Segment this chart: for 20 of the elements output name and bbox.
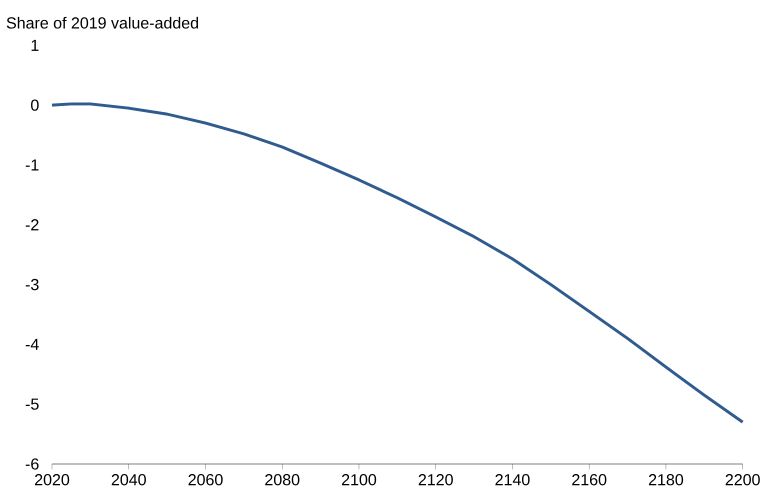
x-tick-label: 2040 — [112, 474, 146, 486]
x-tick-label: 2020 — [35, 474, 70, 486]
y-tick-label: -5 — [26, 398, 39, 410]
y-tick-label: -3 — [26, 278, 39, 290]
y-tick-label: -4 — [26, 338, 39, 350]
line-series — [50, 102, 744, 424]
y-axis-title: Share of 2019 value-added — [6, 16, 198, 29]
y-tick-label: -6 — [26, 458, 39, 470]
x-tick-label: 2200 — [726, 474, 760, 486]
x-tick-label: 2180 — [648, 474, 684, 486]
x-tick-label: 2120 — [418, 474, 453, 486]
y-tick-label: -2 — [26, 219, 38, 230]
x-tick-label: 2160 — [572, 474, 606, 486]
y-tick-label: 0 — [31, 99, 39, 111]
x-tick-label: 2100 — [342, 474, 376, 486]
x-tick-label: 2060 — [188, 474, 223, 486]
x-tick-label: 2080 — [265, 474, 300, 486]
x-tick-label: 2140 — [495, 474, 530, 486]
y-tick-label: 1 — [32, 40, 39, 51]
y-tick-label: -1 — [26, 159, 39, 170]
